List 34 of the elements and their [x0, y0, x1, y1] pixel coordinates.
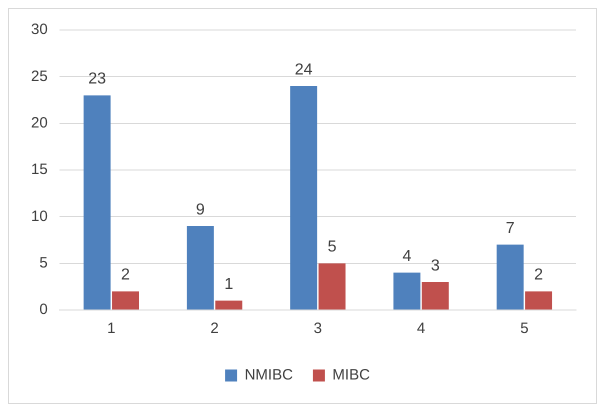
bar: [496, 244, 524, 310]
data-label: 5: [328, 238, 337, 256]
y-tick-label: 25: [30, 68, 48, 85]
y-tick-label: 20: [30, 114, 48, 132]
y-tick-label: 0: [39, 301, 48, 318]
bar: [186, 226, 214, 310]
bar: [422, 282, 449, 310]
legend-label: MIBC: [332, 366, 370, 384]
data-label: 23: [88, 70, 106, 88]
data-label: 2: [534, 266, 544, 284]
bar: [215, 300, 242, 310]
x-tick-label: 2: [210, 320, 219, 338]
y-tick-label: 10: [30, 208, 48, 225]
bar: [318, 263, 346, 310]
bar: [290, 86, 318, 310]
x-tick-label: 3: [314, 320, 322, 338]
bar: [393, 272, 420, 310]
data-label: 24: [294, 61, 313, 78]
y-tick-label: 30: [30, 21, 48, 38]
data-label: 1: [224, 276, 234, 294]
data-label: 3: [430, 257, 440, 274]
y-tick-label: 15: [30, 161, 48, 178]
x-tick-label: 5: [520, 320, 529, 338]
data-label: 2: [121, 266, 130, 284]
y-tick-label: 5: [39, 254, 48, 272]
data-label: 7: [506, 220, 515, 238]
legend-label: NMIBC: [244, 366, 294, 384]
bar: [112, 291, 140, 310]
data-label: 4: [402, 248, 412, 266]
bar: [84, 95, 111, 310]
bar: [525, 291, 552, 310]
x-tick-label: 1: [107, 320, 116, 338]
x-tick-label: 4: [416, 320, 426, 338]
data-label: 9: [196, 201, 205, 218]
